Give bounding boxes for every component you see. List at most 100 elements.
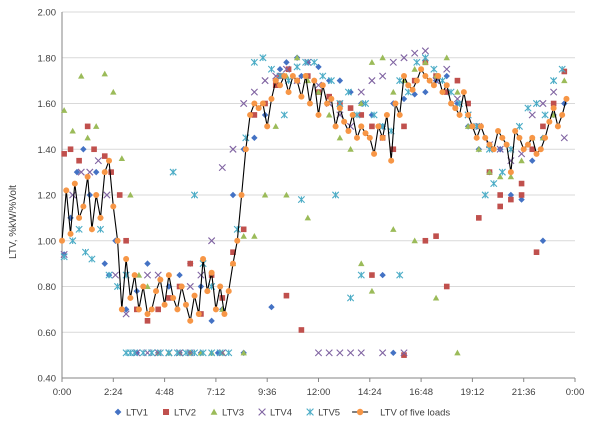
point-ltv-of-five-loads — [413, 77, 420, 84]
point-ltv4 — [94, 157, 102, 165]
point-ltv2 — [529, 146, 536, 153]
point-ltv-of-five-loads — [315, 111, 322, 118]
point-ltv2 — [84, 123, 91, 130]
point-ltv-of-five-loads — [542, 134, 549, 141]
point-ltv5 — [225, 349, 233, 357]
point-ltv2 — [390, 146, 397, 153]
point-ltv3 — [84, 134, 91, 141]
point-ltv4 — [368, 77, 376, 85]
point-ltv-of-five-loads — [482, 134, 489, 141]
y-tick-label: 1.00 — [38, 236, 57, 247]
point-ltv4 — [550, 88, 558, 96]
point-ltv-of-five-loads — [118, 306, 125, 313]
point-ltv-of-five-loads — [178, 283, 185, 290]
legend-label: LTV3 — [222, 408, 244, 419]
point-ltv2 — [347, 105, 354, 111]
point-ltv-of-five-loads — [345, 127, 352, 134]
point-ltv3 — [422, 59, 429, 65]
point-ltv5 — [532, 99, 541, 108]
point-ltv5 — [139, 349, 147, 357]
point-ltv3 — [390, 226, 397, 232]
point-ltv1 — [379, 271, 386, 279]
point-ltv2 — [369, 123, 375, 130]
point-ltv-of-five-loads — [88, 226, 95, 233]
point-ltv-of-five-loads — [439, 89, 446, 96]
point-ltv4 — [496, 145, 504, 153]
x-tick-label: 14:24 — [358, 387, 382, 398]
point-ltv-of-five-loads — [123, 256, 130, 263]
point-ltv2 — [283, 292, 290, 299]
legend-item: LTV4 — [258, 408, 292, 419]
point-ltv-of-five-loads — [559, 111, 566, 118]
point-ltv3 — [251, 232, 258, 239]
point-ltv5 — [302, 58, 310, 66]
point-ltv-of-five-loads — [225, 288, 232, 295]
point-ltv1 — [67, 214, 74, 222]
point-ltv2 — [401, 123, 407, 130]
point-ltv3 — [315, 88, 322, 95]
point-ltv2 — [454, 77, 461, 84]
point-ltv-of-five-loads — [285, 89, 292, 96]
point-ltv1 — [507, 191, 515, 199]
point-ltv-of-five-loads — [80, 203, 87, 210]
point-ltv2 — [108, 169, 114, 175]
point-ltv1 — [276, 65, 284, 73]
point-ltv3 — [69, 127, 76, 134]
point-ltv5 — [370, 111, 378, 119]
y-tick-label: 0.60 — [38, 328, 57, 339]
point-ltv1 — [229, 191, 237, 199]
point-ltv4 — [357, 349, 365, 357]
legend-marker — [356, 408, 364, 416]
point-ltv1 — [268, 303, 275, 311]
point-ltv5 — [113, 282, 122, 291]
x-tick-label: 0:00 — [53, 387, 72, 398]
point-ltv3 — [240, 349, 247, 356]
point-ltv2 — [123, 237, 129, 244]
point-ltv-of-five-loads — [182, 301, 189, 308]
point-ltv3 — [293, 54, 301, 61]
point-ltv4 — [103, 191, 111, 199]
point-ltv-of-five-loads — [251, 100, 258, 107]
point-ltv-of-five-loads — [383, 111, 390, 118]
point-ltv1 — [529, 157, 536, 164]
point-ltv5 — [332, 191, 340, 199]
point-ltv5 — [276, 72, 284, 80]
point-ltv4 — [389, 58, 397, 66]
point-ltv4 — [421, 47, 429, 55]
point-ltv5 — [357, 271, 365, 279]
point-ltv4 — [379, 349, 387, 357]
point-ltv-of-five-loads — [289, 73, 296, 80]
point-ltv5 — [267, 65, 276, 73]
legend-item: LTV of five loads — [352, 408, 450, 419]
legend-label: LTV1 — [126, 408, 148, 419]
point-ltv-of-five-loads — [456, 111, 463, 118]
point-ltv3 — [127, 191, 134, 198]
point-ltv3 — [325, 111, 333, 118]
point-ltv-of-five-loads — [191, 292, 198, 299]
point-ltv-of-five-loads — [328, 95, 335, 102]
point-ltv-of-five-loads — [392, 100, 399, 107]
point-ltv-of-five-loads — [495, 127, 502, 134]
point-ltv-of-five-loads — [546, 118, 553, 125]
point-ltv-of-five-loads — [106, 157, 113, 164]
point-ltv3 — [411, 65, 418, 72]
point-ltv-of-five-loads — [486, 141, 493, 148]
point-ltv-of-five-loads — [277, 82, 284, 89]
point-ltv-of-five-loads — [187, 317, 194, 324]
point-ltv5 — [88, 255, 96, 263]
point-ltv-of-five-loads — [161, 301, 168, 308]
y-tick-labels: 0.40 0.60 0.80 1.00 1.20 1.40 1.60 1.80 2.00 — [38, 8, 57, 385]
point-ltv5 — [396, 271, 404, 279]
point-ltv4 — [357, 88, 365, 96]
point-ltv2 — [76, 157, 82, 164]
point-ltv-of-five-loads — [294, 77, 301, 84]
point-ltv-of-five-loads — [550, 105, 557, 112]
point-ltv2 — [240, 226, 247, 233]
point-ltv1 — [86, 191, 93, 199]
point-ltv-of-five-loads — [306, 100, 313, 107]
point-ltv-of-five-loads — [529, 134, 536, 141]
point-ltv3 — [60, 107, 68, 113]
point-ltv2 — [422, 237, 429, 244]
point-ltv-of-five-loads — [234, 237, 241, 244]
point-ltv4 — [197, 271, 205, 279]
